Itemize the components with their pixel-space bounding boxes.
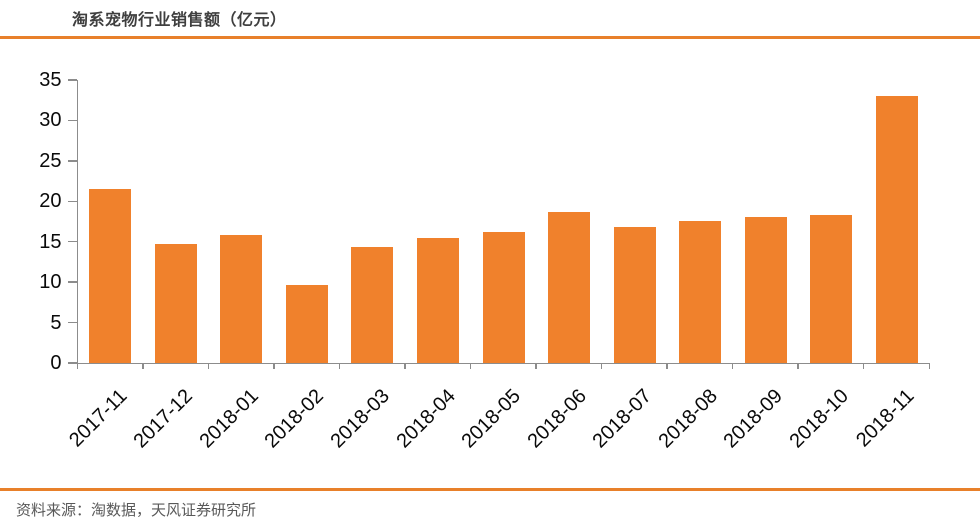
chart-title: 淘系宠物行业销售额（亿元） — [72, 12, 287, 29]
x-axis-tick-label: 2018-02 — [260, 385, 329, 453]
x-axis-tick — [535, 363, 537, 369]
data-source-note: 资料来源：淘数据，天风证券研究所 — [16, 502, 257, 519]
x-axis-tick — [862, 363, 865, 369]
y-axis-tick-label: 35 — [39, 69, 62, 91]
y-axis-tick — [67, 119, 77, 122]
x-axis-tick-label: 2017-11 — [65, 385, 132, 452]
x-axis-tick-label: 2017-12 — [129, 385, 198, 453]
x-axis-tick-label: 2018-01 — [195, 385, 263, 453]
x-axis-tick — [76, 363, 78, 369]
y-axis-tick — [67, 200, 77, 203]
x-axis-tick-label: 2018-11 — [851, 385, 919, 452]
x-axis-tick — [273, 363, 275, 369]
x-axis-tick — [404, 363, 406, 369]
y-axis-tick — [67, 79, 77, 81]
y-axis-tick-label: 20 — [39, 190, 62, 213]
sales-bar — [810, 215, 853, 363]
x-axis-tick — [338, 363, 341, 369]
x-axis-tick-label: 2018-07 — [588, 385, 657, 453]
y-axis-tick — [67, 240, 77, 243]
sales-bar — [613, 227, 656, 363]
y-axis-tick-label: 15 — [39, 230, 62, 253]
x-axis-tick — [469, 363, 472, 369]
y-axis-tick-label: 10 — [39, 271, 62, 294]
sales-bar — [744, 216, 787, 363]
y-axis-tick-label: 25 — [39, 149, 62, 172]
x-axis-tick-label: 2018-05 — [457, 385, 526, 453]
x-axis-tick — [666, 363, 668, 369]
x-axis-tick-label: 2018-10 — [785, 385, 853, 453]
x-axis-tick — [731, 363, 734, 369]
x-axis-tick — [797, 363, 799, 369]
sales-bar — [548, 211, 591, 363]
x-axis-tick — [207, 363, 210, 369]
x-axis-tick — [142, 363, 144, 369]
y-axis-tick-label: 30 — [39, 109, 62, 132]
y-axis-tick — [67, 321, 77, 324]
accent-divider-bottom — [0, 488, 980, 491]
y-axis-tick-label: 5 — [50, 311, 62, 334]
sales-bar — [89, 189, 132, 363]
x-axis-tick-label: 2018-03 — [326, 385, 394, 453]
y-axis-tick — [67, 362, 77, 364]
y-axis-tick-label: 0 — [50, 352, 62, 374]
x-axis-tick — [600, 363, 603, 369]
y-axis-tick — [67, 281, 77, 283]
x-axis-tick-label: 2018-09 — [719, 385, 788, 453]
x-axis-tick — [928, 363, 930, 369]
sales-bar — [285, 284, 328, 363]
x-axis-tick-label: 2018-06 — [523, 385, 591, 453]
sales-bar — [679, 220, 722, 363]
sales-bar — [416, 238, 459, 363]
sales-bar — [875, 96, 918, 363]
y-axis-tick — [67, 160, 77, 162]
sales-bar — [482, 232, 525, 363]
x-axis-tick-label: 2018-08 — [654, 385, 722, 453]
x-axis-tick-label: 2018-04 — [392, 385, 460, 453]
sales-bar — [351, 247, 394, 363]
plot-area: 0 5 10 15 20 25 30 35 2017-11 2017-12 2018-01 2018-… — [39, 69, 930, 452]
sales-bar — [220, 235, 263, 363]
accent-divider-top — [0, 36, 980, 39]
sales-bar — [154, 244, 197, 363]
